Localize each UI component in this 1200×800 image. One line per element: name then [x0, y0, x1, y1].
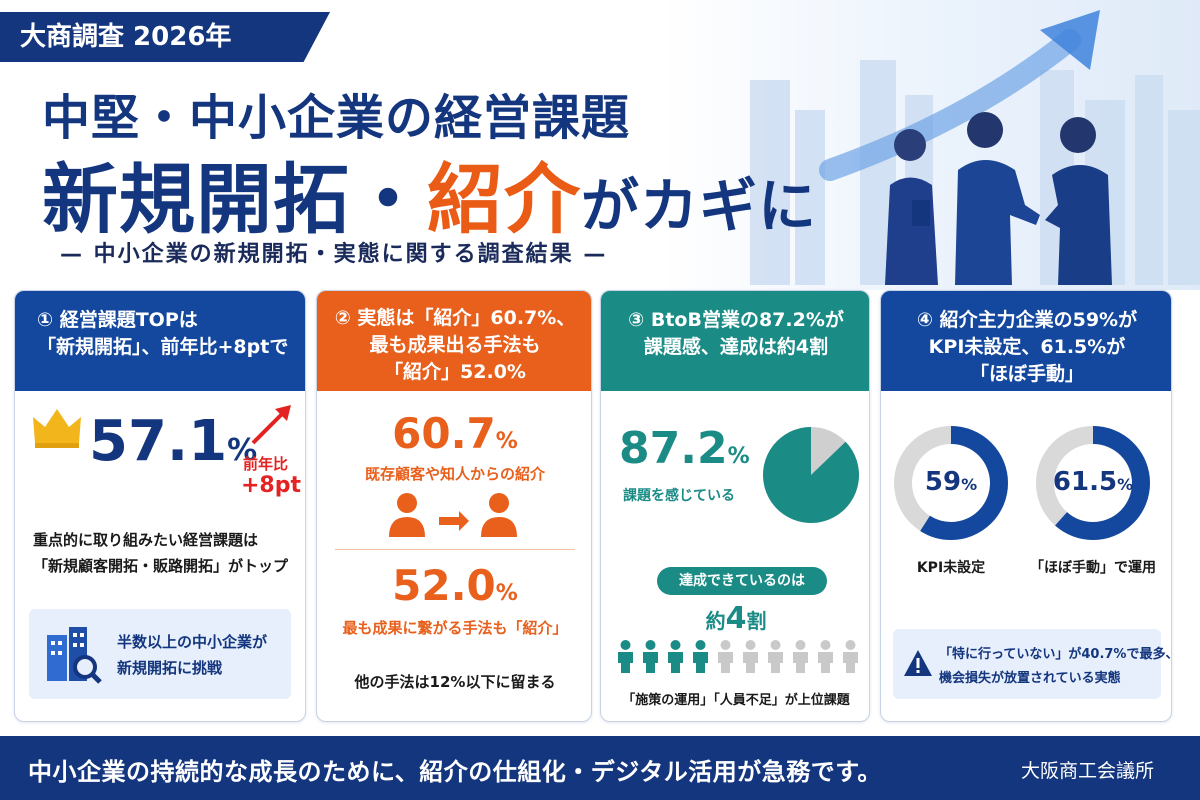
- main-title-line2: 新規開拓・紹介がカギに: [42, 138, 817, 248]
- warning-icon: [904, 650, 932, 676]
- card4-alert-box: 「特に行っていない」が40.7%で最多、 機会損失が放置されている実態: [893, 629, 1171, 699]
- kpi-donut-chart: [894, 426, 1008, 540]
- card3-pie-chart: [763, 427, 859, 523]
- donut2-unit: %: [1117, 475, 1134, 494]
- card1-header: ① 経営課題TOPは 「新規開拓」、前年比+8ptで: [15, 291, 305, 391]
- card2-head-line1: ② 実態は「紹介」60.7%、: [334, 307, 576, 329]
- title-part-b: がカギに: [581, 172, 818, 240]
- approx-suffix: 割: [746, 609, 767, 633]
- person-icon-empty: [793, 640, 808, 673]
- box-line2: 新規開拓に挑戦: [117, 659, 223, 677]
- approx-number: 4: [725, 601, 747, 636]
- card-btob-sales: ③ BtoB営業の87.2%が 課題感、達成は約4割 87.2% 課題を感じてい…: [600, 290, 870, 722]
- card-referral-reality: ② 実態は「紹介」60.7%、 最も成果出る手法も 「紹介」52.0% 60.7…: [316, 290, 592, 722]
- card2-value2-number: 52.0: [392, 561, 496, 610]
- pie-slice-filled: [763, 427, 859, 523]
- donut1-unit: %: [961, 475, 978, 494]
- donut1-number: 59: [924, 467, 962, 497]
- footer-message: 中小企業の持続的な成長のために、紹介の仕組化・デジタル活用が急務です。: [28, 758, 882, 786]
- alert-line1: 「特に行っていない」が40.7%で最多、: [939, 647, 1172, 662]
- building-search-icon: [47, 627, 102, 684]
- change-label: 前年比: [243, 455, 289, 473]
- card2-head-line2: 最も成果出る手法も: [369, 334, 541, 356]
- card4-header: ④ 紹介主力企業の59%が KPI未設定、61.5%が 「ほぼ手動」: [881, 291, 1171, 391]
- card4-head-line2: KPI未設定、61.5%が: [928, 336, 1126, 358]
- card2-value1-label: 既存顧客や知人からの紹介: [364, 465, 545, 483]
- title-accent: 紹介: [427, 155, 581, 244]
- card2-value1-number: 60.7: [392, 409, 496, 458]
- card2-note: 他の手法は12%以下に留まる: [354, 673, 556, 691]
- person-icon-filled: [693, 640, 708, 673]
- card3-value: 87.2%: [619, 423, 750, 474]
- box-line1: 半数以上の中小企業が: [117, 633, 268, 651]
- donut2-number: 61.5: [1052, 467, 1118, 497]
- person-icon-filled: [618, 640, 633, 673]
- person-icon-empty: [843, 640, 858, 673]
- survey-badge: 大商調査 2026年: [0, 12, 330, 62]
- card3-value-number: 87.2: [619, 423, 728, 474]
- businessman-right-figure: [1045, 117, 1112, 285]
- footer-organization: 大阪商工会議所: [1020, 760, 1154, 782]
- approx-prefix: 約: [705, 609, 726, 633]
- subtitle: — 中小企業の新規開拓・実態に関する調査結果 —: [60, 242, 608, 267]
- card2-value2-unit: %: [495, 581, 518, 606]
- card1-desc-line1: 重点的に取り組みたい経営課題は: [33, 531, 259, 549]
- donut2-value: 61.5%: [1035, 467, 1151, 497]
- person-icon-filled: [668, 640, 683, 673]
- people-row: [615, 639, 865, 675]
- person-icon-filled: [643, 640, 658, 673]
- card1-big-number: 57.1: [89, 409, 228, 474]
- card3-approx: 約4割: [601, 601, 869, 636]
- card1-big-unit: %: [227, 433, 258, 468]
- card3-head-line1: ③ BtoB営業の87.2%が: [628, 309, 844, 331]
- donut1-fill: [894, 426, 1008, 540]
- card1-head-line2: 「新規開拓」、前年比+8ptで: [37, 336, 289, 358]
- donut1-value: 59%: [893, 467, 1009, 497]
- businessman-left-figure: [955, 112, 1040, 285]
- card3-value-unit: %: [727, 444, 750, 469]
- card4-head-line1: ④ 紹介主力企業の59%が: [916, 309, 1138, 331]
- donut2-label: 「ほぼ手動」で運用: [1030, 560, 1156, 576]
- card2-header: ② 実態は「紹介」60.7%、 最も成果出る手法も 「紹介」52.0%: [317, 291, 591, 391]
- title-part-a: 新規開拓・: [42, 155, 427, 244]
- business-scene-illustration: [750, 10, 1200, 285]
- card2-value1: 60.7%: [317, 409, 591, 458]
- card3-header: ③ BtoB営業の87.2%が 課題感、達成は約4割: [601, 291, 869, 391]
- donut2-fill: [1036, 426, 1150, 540]
- person-icon-empty: [743, 640, 758, 673]
- businesswoman-figure: [885, 129, 938, 285]
- card2-value2-label: 最も成果に繋がる手法も「紹介」: [342, 619, 568, 637]
- change-value: +8pt: [241, 473, 302, 498]
- card1-desc-line2: 「新規顧客開拓・販路開拓」がトップ: [33, 557, 289, 575]
- alert-line2: 機会損失が放置されている実態: [939, 671, 1121, 686]
- card2-head-line3: 「紹介」52.0%: [384, 361, 526, 383]
- card1-head-line1: ① 経営課題TOPは: [37, 309, 198, 331]
- card3-head-line2: 課題感、達成は約4割: [643, 336, 829, 358]
- card4-head-line3: 「ほぼ手動」: [969, 363, 1084, 385]
- person-icon-empty: [718, 640, 733, 673]
- crown-icon: [33, 409, 81, 448]
- card3-value-label: 課題を感じている: [623, 488, 735, 504]
- card2-value1-unit: %: [495, 429, 518, 454]
- donut1-label: KPI未設定: [916, 560, 986, 576]
- card2-value2: 52.0%: [317, 561, 591, 610]
- card3-bottom-text: 「施策の運用」「人員不足」が上位課題: [622, 693, 850, 708]
- footer-banner: 中小企業の持続的な成長のために、紹介の仕組化・デジタル活用が急務です。 大阪商工…: [0, 736, 1200, 800]
- card3-pill: 達成できているのは: [657, 567, 827, 595]
- manual-donut-chart: [1036, 426, 1150, 540]
- card-management-issues: ① 経営課題TOPは 「新規開拓」、前年比+8ptで 57.1% 前年比 +8p…: [14, 290, 306, 722]
- card2-divider: [335, 549, 575, 550]
- card-kpi-status: ④ 紹介主力企業の59%が KPI未設定、61.5%が 「ほぼ手動」 59% K…: [880, 290, 1172, 722]
- card1-highlight-box: 半数以上の中小企業が 新規開拓に挑戦: [29, 609, 291, 699]
- main-title-line1: 中堅・中小企業の経営課題: [42, 90, 631, 146]
- card1-big-value: 57.1%: [89, 411, 257, 482]
- person-to-person-icon: [389, 493, 517, 537]
- up-arrow-icon: [251, 405, 291, 445]
- person-icon-empty: [818, 640, 833, 673]
- person-icon-empty: [768, 640, 783, 673]
